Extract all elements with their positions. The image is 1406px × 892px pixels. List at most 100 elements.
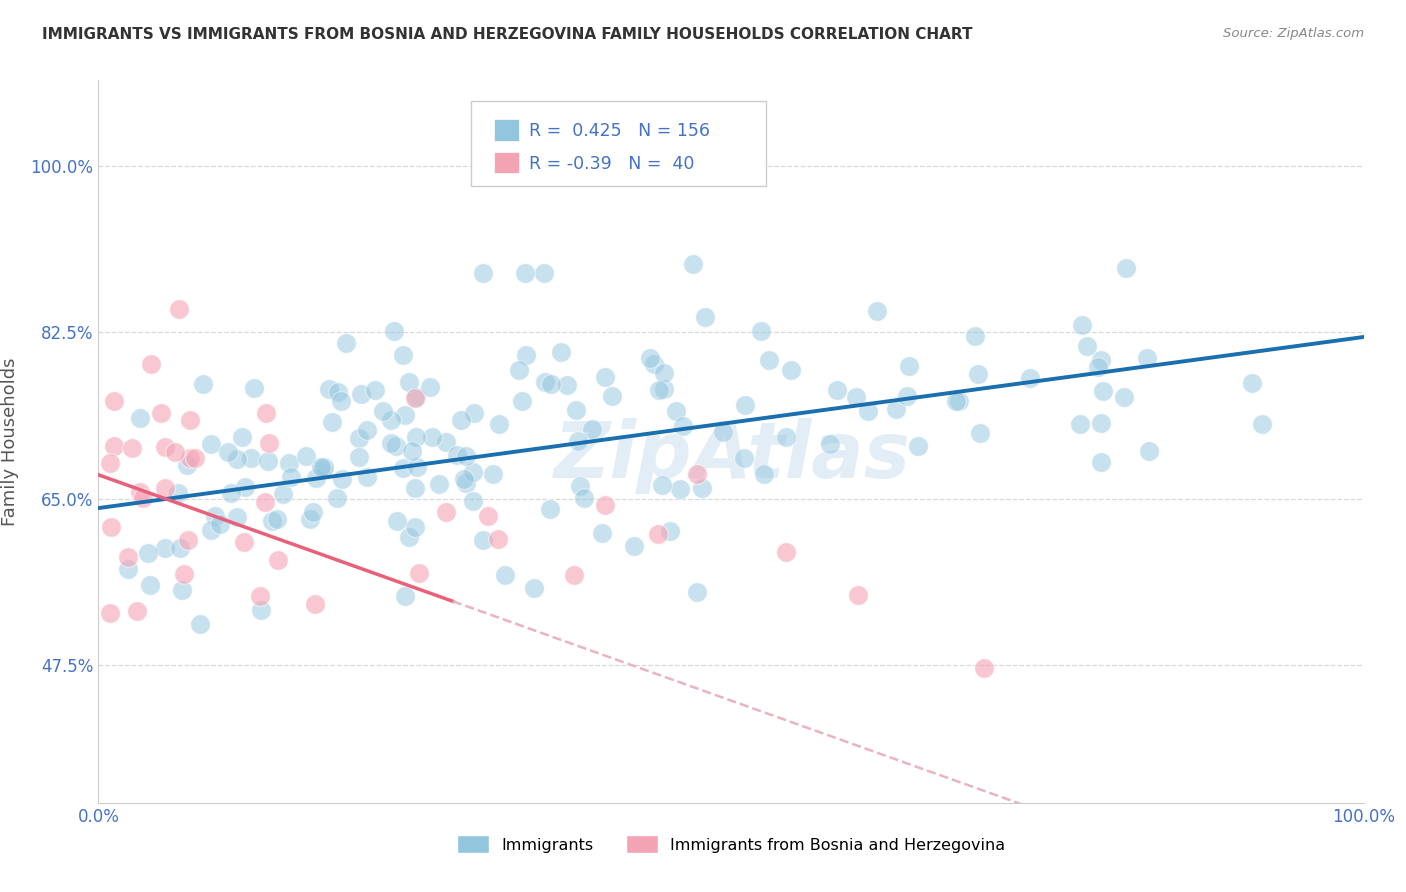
Point xyxy=(658,524,681,538)
Point xyxy=(533,266,555,280)
Point xyxy=(103,394,125,409)
Point xyxy=(179,413,201,427)
Point xyxy=(117,561,139,575)
Point xyxy=(380,436,402,450)
Point xyxy=(249,603,271,617)
Point xyxy=(398,530,420,544)
Point xyxy=(125,605,148,619)
Point xyxy=(454,449,477,463)
Point xyxy=(427,477,450,491)
Point xyxy=(652,382,675,396)
Point xyxy=(312,461,335,475)
Legend: Immigrants, Immigrants from Bosnia and Herzegovina: Immigrants, Immigrants from Bosnia and H… xyxy=(450,829,1012,860)
Point xyxy=(1137,444,1160,458)
Point xyxy=(153,440,176,454)
Point xyxy=(471,533,494,548)
Point xyxy=(298,512,321,526)
Point xyxy=(419,380,441,394)
Point xyxy=(326,385,349,400)
Point xyxy=(907,439,929,453)
Point xyxy=(200,524,222,538)
Point xyxy=(150,406,173,420)
Point xyxy=(945,393,967,408)
Point xyxy=(1019,371,1042,385)
Point xyxy=(391,348,413,362)
Point xyxy=(257,454,280,468)
Point xyxy=(593,498,616,512)
Point xyxy=(818,437,841,451)
Point xyxy=(686,585,709,599)
Point xyxy=(98,456,121,470)
Point xyxy=(177,533,200,547)
Point xyxy=(512,394,534,409)
Point xyxy=(623,539,645,553)
Point xyxy=(330,472,353,486)
Point xyxy=(141,357,163,371)
Point xyxy=(450,413,472,427)
Point xyxy=(600,389,623,403)
Point xyxy=(394,409,416,423)
Point xyxy=(225,509,247,524)
Point xyxy=(326,491,349,505)
Point xyxy=(555,377,578,392)
Point xyxy=(1115,260,1137,275)
Point xyxy=(139,578,162,592)
Point xyxy=(969,426,991,441)
Text: ZipAtlas: ZipAtlas xyxy=(553,418,910,494)
Point xyxy=(169,302,191,317)
Point xyxy=(866,304,889,318)
Point xyxy=(304,597,326,611)
Point xyxy=(463,494,485,508)
Point xyxy=(321,415,343,429)
Point xyxy=(550,345,572,359)
Point xyxy=(184,451,207,466)
Point xyxy=(350,387,373,401)
Point xyxy=(434,506,457,520)
Point xyxy=(538,501,561,516)
Point xyxy=(1136,351,1159,366)
Point xyxy=(565,403,588,417)
Point xyxy=(453,472,475,486)
Point xyxy=(302,506,325,520)
Point xyxy=(103,439,125,453)
Text: R =  0.425   N = 156: R = 0.425 N = 156 xyxy=(529,122,710,140)
Point xyxy=(671,419,693,434)
Point xyxy=(271,487,294,501)
Point xyxy=(562,567,585,582)
Point xyxy=(312,459,335,474)
Point xyxy=(965,329,987,343)
Point xyxy=(404,482,426,496)
Point xyxy=(973,661,995,675)
Point xyxy=(652,367,675,381)
Point xyxy=(647,527,669,541)
Point xyxy=(163,444,186,458)
Point xyxy=(463,406,485,420)
Point xyxy=(260,514,283,528)
Point xyxy=(1090,455,1112,469)
Point xyxy=(540,377,562,392)
Point xyxy=(682,257,704,271)
Point xyxy=(488,533,510,547)
Point xyxy=(1090,353,1112,368)
Point xyxy=(391,460,413,475)
Point xyxy=(1251,417,1274,431)
Point xyxy=(651,477,673,491)
Point xyxy=(136,546,159,560)
Point xyxy=(131,491,153,505)
Point xyxy=(690,481,713,495)
Text: IMMIGRANTS VS IMMIGRANTS FROM BOSNIA AND HERZEGOVINA FAMILY HOUSEHOLDS CORRELATI: IMMIGRANTS VS IMMIGRANTS FROM BOSNIA AND… xyxy=(42,27,973,42)
Point xyxy=(897,359,920,373)
Point xyxy=(280,470,302,484)
Point xyxy=(896,388,918,402)
Point xyxy=(335,336,357,351)
Point xyxy=(752,467,775,481)
Point xyxy=(398,375,420,389)
Point xyxy=(373,404,395,418)
Point xyxy=(948,394,970,409)
Point xyxy=(513,266,536,280)
Point xyxy=(515,348,537,362)
Point xyxy=(204,509,226,524)
Point xyxy=(153,481,176,495)
Point xyxy=(446,448,468,462)
Point xyxy=(305,471,328,485)
